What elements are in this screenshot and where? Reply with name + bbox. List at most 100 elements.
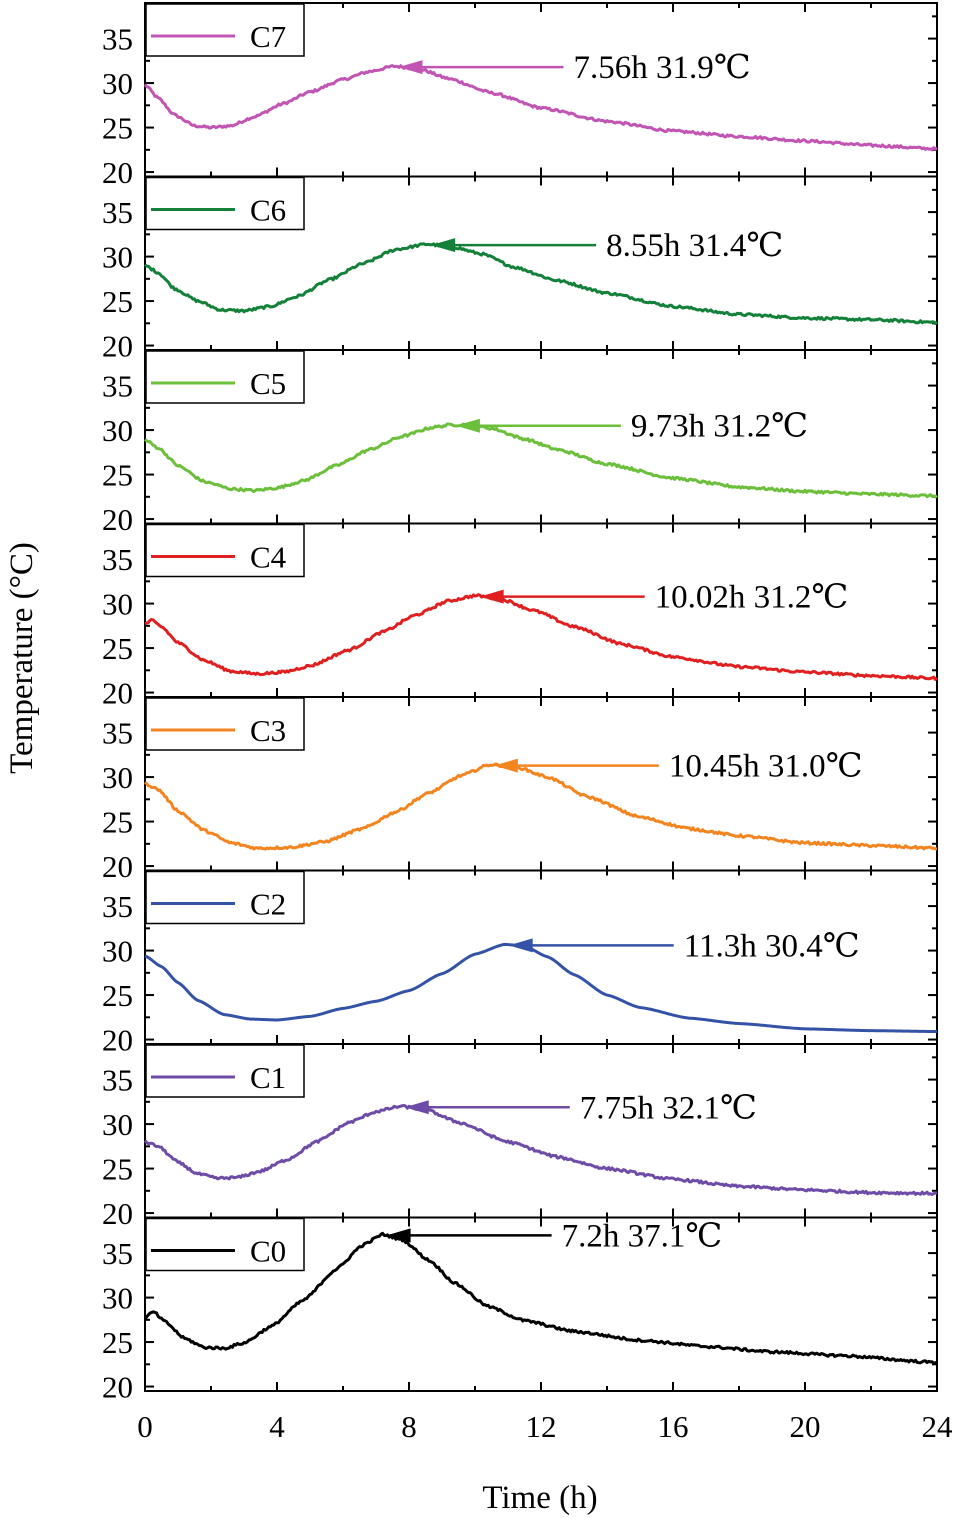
y-tick-label: 25 <box>102 978 133 1013</box>
y-tick-label: 25 <box>102 631 133 666</box>
x-tick-label: 24 <box>922 1409 954 1444</box>
y-tick-label: 25 <box>102 111 133 146</box>
arrow-head <box>508 938 533 953</box>
y-tick-label: 30 <box>102 760 133 795</box>
y-tick-label: 35 <box>102 1236 133 1271</box>
annotation-text: 10.45h 31.0℃ <box>669 749 863 785</box>
y-tick-label: 25 <box>102 284 133 319</box>
y-tick-label: 25 <box>102 458 133 493</box>
legend: C2 <box>145 870 305 925</box>
series-line-c6 <box>143 242 938 325</box>
y-ticks: 20 25 30 35 <box>102 3 938 190</box>
y-tick-label: 35 <box>102 889 133 924</box>
y-tick-label: 25 <box>102 1152 133 1187</box>
series-line-c1 <box>143 1103 938 1196</box>
y-axis-title: Temperature (°C) <box>4 542 40 774</box>
x-tick-label: 8 <box>401 1409 417 1444</box>
y-tick-label: 30 <box>102 1281 133 1316</box>
peak-annotation: 7.75h 32.1℃ <box>404 1090 757 1126</box>
y-tick-label: 20 <box>102 502 133 537</box>
x-axis: 0 4 8 12 16 20 24 <box>137 1409 953 1444</box>
legend: C4 <box>145 523 305 578</box>
panel-c7: 20 25 30 35 C7 7.56h 31.9℃ <box>102 2 938 190</box>
series-line-c5 <box>144 422 939 499</box>
legend-label: C4 <box>250 540 287 575</box>
legend: C0 <box>145 1217 305 1272</box>
peak-annotation: 10.45h 31.0℃ <box>493 749 863 785</box>
y-tick-label: 25 <box>102 805 133 840</box>
arrow-head <box>493 758 518 773</box>
panels: 20 25 30 35 C7 7.56h 31.9℃ 20 25 30 35 C6 8.55h 31.… <box>102 2 939 1405</box>
y-tick-label: 30 <box>102 587 133 622</box>
arrow-head <box>398 60 423 75</box>
legend: C7 <box>145 3 305 57</box>
legend-box <box>145 870 305 925</box>
y-tick-label: 35 <box>102 542 133 577</box>
annotation-text: 10.02h 31.2℃ <box>655 580 849 616</box>
x-tick-label: 20 <box>790 1409 821 1444</box>
y-tick-label: 35 <box>102 369 133 404</box>
x-tick-label: 0 <box>137 1409 153 1444</box>
y-ticks: 20 25 30 35 <box>102 350 938 537</box>
annotation-text: 7.2h 37.1℃ <box>562 1218 723 1254</box>
arrow-head <box>404 1100 429 1115</box>
y-tick-label: 20 <box>102 676 133 711</box>
legend-box <box>145 1044 305 1098</box>
annotation-text: 8.55h 31.4℃ <box>606 228 783 264</box>
x-tick-label: 16 <box>658 1409 689 1444</box>
y-tick-label: 20 <box>102 1023 133 1058</box>
legend-label: C0 <box>250 1234 286 1269</box>
arrow-head <box>479 589 504 604</box>
y-tick-label: 30 <box>102 934 133 969</box>
annotation-text: 11.3h 30.4℃ <box>684 928 860 964</box>
annotation-text: 7.56h 31.9℃ <box>573 50 750 86</box>
arrow-head <box>386 1228 411 1243</box>
y-tick-label: 30 <box>102 1107 133 1142</box>
legend-label: C5 <box>250 366 286 401</box>
y-ticks: 20 25 30 35 <box>102 176 938 364</box>
panel-c6: 20 25 30 35 C6 8.55h 31.4℃ <box>102 175 938 364</box>
annotation-text: 9.73h 31.2℃ <box>631 409 808 445</box>
y-tick-label: 35 <box>102 22 133 57</box>
y-tick-label: 30 <box>102 240 133 275</box>
y-ticks: 20 25 30 35 <box>102 870 938 1058</box>
x-tick-label: 4 <box>269 1409 285 1444</box>
peak-annotation: 11.3h 30.4℃ <box>508 928 860 964</box>
y-tick-label: 35 <box>102 716 133 751</box>
series-line-c3 <box>144 762 938 851</box>
peak-annotation: 9.73h 31.2℃ <box>455 409 808 445</box>
series-line-c4 <box>144 593 939 681</box>
panel-c4: 20 25 30 35 C4 10.02h 31.2℃ <box>102 522 939 711</box>
y-tick-label: 20 <box>102 849 133 884</box>
y-tick-label: 30 <box>102 413 133 448</box>
series-line-c2 <box>144 942 938 1034</box>
y-ticks: 20 25 30 35 <box>102 1217 938 1405</box>
legend-box <box>145 1217 305 1272</box>
x-axis-title: Time (h) <box>482 1480 597 1516</box>
arrow-head <box>455 418 480 433</box>
legend: C5 <box>145 350 305 404</box>
panel-c1: 20 25 30 35 C1 7.75h 32.1℃ <box>102 1043 938 1231</box>
y-tick-label: 20 <box>102 1370 133 1405</box>
legend: C6 <box>145 176 305 231</box>
y-tick-label: 30 <box>102 66 133 101</box>
y-ticks: 20 25 30 35 <box>102 697 938 884</box>
y-tick-label: 35 <box>102 195 133 230</box>
series-line-c7 <box>143 64 938 152</box>
panel-c0: 20 25 30 35 C0 7.2h 37.1℃ <box>102 1216 938 1405</box>
arrow-head <box>431 238 456 253</box>
annotation-text: 7.75h 32.1℃ <box>580 1090 757 1126</box>
peak-annotation: 7.56h 31.9℃ <box>398 50 751 86</box>
panel-c5: 20 25 30 35 C5 9.73h 31.2℃ <box>102 349 939 537</box>
legend-box <box>145 176 305 231</box>
panel-c3: 20 25 30 35 C3 10.45h 31.0℃ <box>102 696 938 884</box>
peak-annotation: 7.2h 37.1℃ <box>386 1218 723 1254</box>
legend: C3 <box>145 697 305 751</box>
series-line-c0 <box>143 1231 938 1365</box>
legend: C1 <box>145 1044 305 1098</box>
legend-box <box>145 697 305 751</box>
panel-c2: 20 25 30 35 C2 11.3h 30.4℃ <box>102 869 938 1058</box>
legend-label: C3 <box>250 713 286 748</box>
legend-box <box>145 350 305 404</box>
